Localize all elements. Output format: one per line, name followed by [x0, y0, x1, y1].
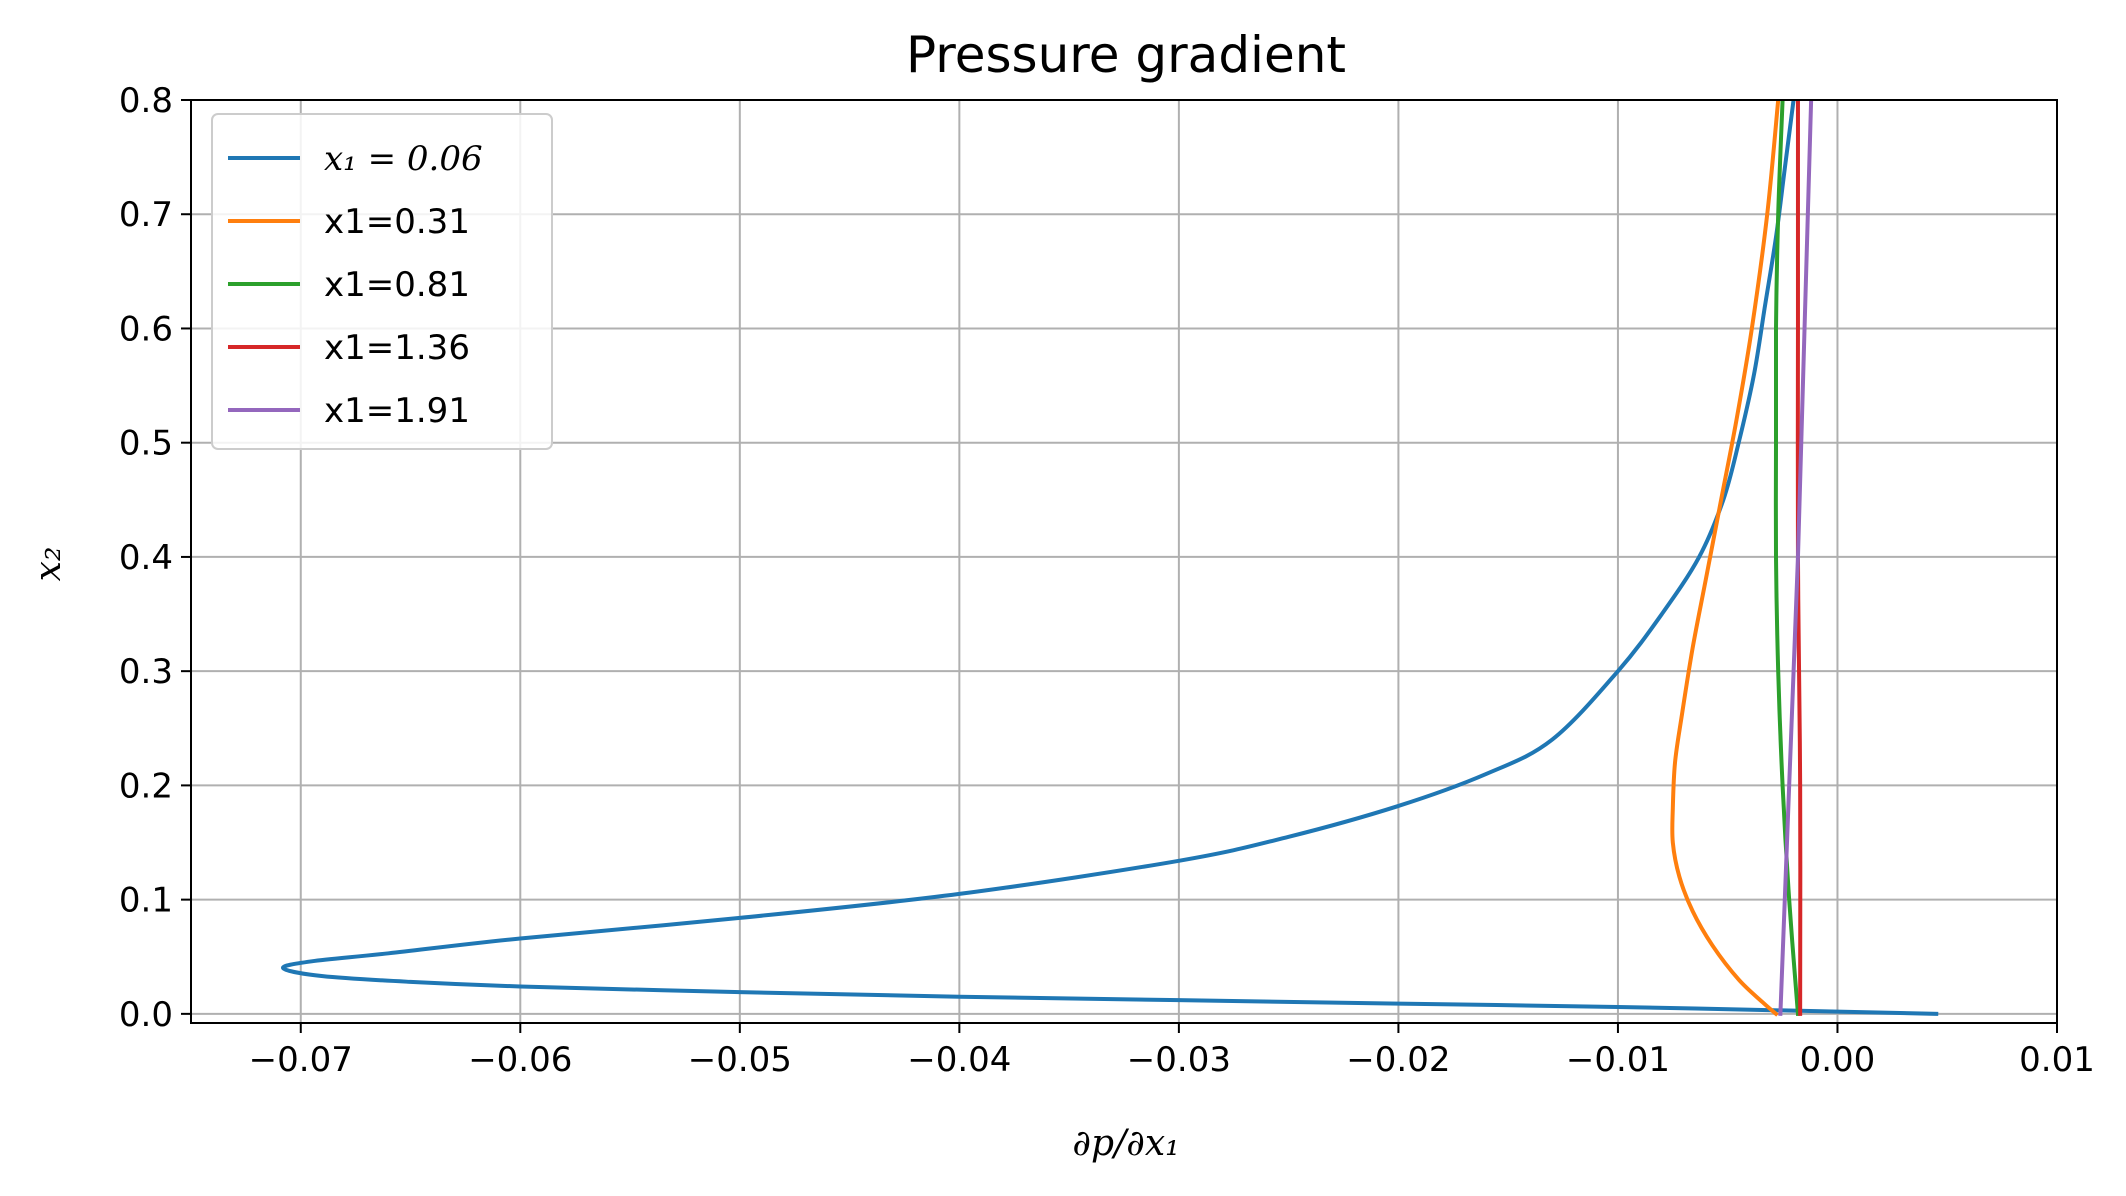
x-axis-label: ∂p/∂x₁	[1072, 1123, 1179, 1164]
y-tick-label: 0.6	[119, 309, 173, 349]
x-tick-label: −0.02	[1346, 1040, 1450, 1080]
legend-box	[211, 113, 553, 450]
y-axis-label: x₂	[28, 547, 69, 582]
y-tick-label: 0.1	[119, 881, 173, 921]
x-tick-label: 0.01	[2019, 1040, 2095, 1080]
legend: x₁ = 0.06 x1=0.31 x1=0.81 x1=1.36 x1=1.91	[211, 113, 553, 450]
y-tick-label: 0.3	[119, 652, 173, 692]
x-tick-label: 0.00	[1800, 1040, 1876, 1080]
x-tick-label: −0.06	[468, 1040, 572, 1080]
y-tick-label: 0.4	[119, 538, 173, 578]
chart-title: Pressure gradient	[906, 26, 1346, 84]
x-tick-label: −0.04	[907, 1040, 1011, 1080]
axes-frame	[190, 99, 2058, 1024]
legend-label: x1=1.36	[324, 328, 470, 368]
x-tick-label: −0.05	[688, 1040, 792, 1080]
y-tick-label: 0.8	[119, 81, 173, 121]
series-line-2	[1670, 100, 1781, 1017]
ticks: −0.07 −0.06 −0.05 −0.04 −0.03 −0.02 −0.01 0.00 0…	[119, 81, 2095, 1080]
x-tick-label: −0.07	[249, 1040, 353, 1080]
legend-label: x1=0.31	[324, 202, 470, 242]
legend-label: x1=1.91	[324, 391, 470, 431]
y-tick-label: 0.5	[119, 424, 173, 464]
series-line-1	[281, 100, 1939, 1016]
series-line-5	[1778, 100, 1814, 1016]
y-tick-label: 0.7	[119, 195, 173, 235]
y-tick-label: 0.0	[119, 995, 173, 1035]
x-tick-label: −0.03	[1127, 1040, 1231, 1080]
legend-label: x1=0.81	[324, 265, 470, 305]
y-tick-label: 0.2	[119, 766, 173, 806]
x-tick-label: −0.01	[1566, 1040, 1670, 1080]
legend-label: x₁ = 0.06	[324, 139, 483, 179]
series-lines	[281, 100, 1939, 1017]
